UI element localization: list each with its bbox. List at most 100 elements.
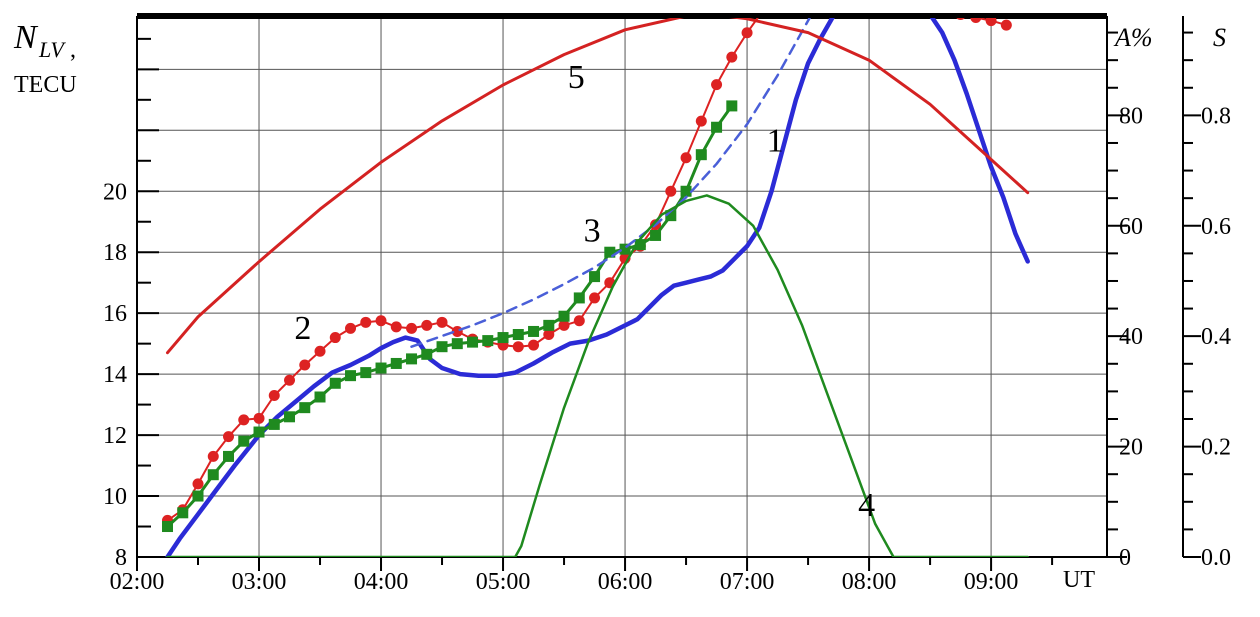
series-point-circle	[543, 329, 555, 341]
series-point-circle	[421, 319, 433, 331]
series-point-square	[619, 243, 631, 255]
tick-label-right-a: 40	[1119, 324, 1143, 350]
tick-label-x: 06:00	[598, 569, 653, 595]
series-line-dashed-3	[410, 18, 812, 348]
series-point-circle	[711, 79, 723, 91]
tick-label-right-a: 20	[1119, 435, 1143, 461]
y-axis-label-unit: TECU	[14, 72, 77, 98]
curve-annotation: 4	[858, 487, 875, 524]
series-point-square	[573, 292, 585, 304]
tick-label-right-s: 0.0	[1201, 545, 1231, 571]
tick-label-right-a: 0	[1119, 545, 1131, 571]
series-point-square	[406, 353, 418, 365]
series-line-2	[166, 18, 1008, 522]
series-point-circle	[512, 341, 524, 353]
series-point-circle	[375, 315, 387, 327]
series-point-circle	[680, 152, 692, 164]
tick-label-left: 14	[103, 362, 127, 388]
series-point-circle	[299, 359, 311, 371]
series-point-circle	[985, 18, 997, 27]
series-point-square	[604, 246, 616, 258]
series-point-square	[589, 271, 601, 283]
series-point-square	[512, 329, 524, 341]
series-point-square	[528, 325, 540, 337]
series-point-square	[329, 377, 341, 389]
right-axis-a-label: A%	[1113, 23, 1153, 52]
tick-label-x: 03:00	[232, 569, 287, 595]
tick-label-x: 05:00	[476, 569, 531, 595]
series-point-square	[207, 469, 219, 481]
series-point-square	[497, 332, 509, 344]
series-point-circle	[925, 0, 936, 11]
plot-frame	[136, 13, 1184, 558]
series-point-square	[680, 185, 692, 197]
curve-annotation: 1	[767, 123, 784, 160]
tick-label-right-s: 0.4	[1201, 324, 1231, 350]
series-point-circle	[970, 18, 982, 24]
series-point-circle	[329, 332, 341, 344]
series-point-circle	[314, 345, 326, 357]
tick-label-right-s: 0.8	[1201, 103, 1231, 129]
x-axis-label: UT	[1063, 567, 1095, 593]
series-point-circle	[741, 27, 753, 39]
series-line-5	[166, 18, 1030, 355]
series-point-square	[634, 239, 646, 251]
series-point-square	[650, 229, 662, 241]
series-point-square	[421, 348, 433, 360]
series-point-square	[726, 100, 738, 112]
series-point-circle	[589, 292, 601, 304]
series-point-circle	[268, 389, 280, 401]
series-point-square	[482, 335, 494, 347]
series-point-circle	[726, 51, 738, 63]
tick-marks	[136, 31, 1201, 571]
series-point-circle	[665, 185, 677, 197]
series-point-circle	[360, 316, 372, 328]
series-point-circle	[909, 0, 920, 5]
series-point-square	[665, 210, 677, 222]
series-point-circle	[772, 0, 783, 5]
series-point-circle	[436, 316, 448, 328]
y-axis-label-symbol: N	[13, 19, 39, 56]
tick-label-left: 18	[103, 240, 127, 266]
series-point-square	[284, 411, 296, 423]
series-point-circle	[207, 450, 219, 462]
series-point-square	[192, 490, 204, 502]
tick-label-left: 8	[115, 545, 127, 571]
y-axis-label-suffix: ,	[70, 37, 76, 63]
series-point-circle	[345, 322, 357, 334]
series-point-square	[238, 435, 250, 447]
tick-label-right-s: 0.6	[1201, 214, 1231, 240]
series-point-circle	[573, 315, 585, 327]
y-axis-label-subscript: LV	[38, 37, 66, 62]
curve-annotation: 5	[568, 59, 585, 96]
series-point-square	[162, 521, 174, 533]
tick-label-x: 09:00	[964, 569, 1019, 595]
tick-label-x: 08:00	[842, 569, 897, 595]
curve-annotation: 3	[584, 213, 601, 250]
tick-label-right-a: 80	[1119, 103, 1143, 129]
series-point-square	[467, 336, 479, 348]
grid-lines	[137, 16, 1107, 557]
series-point-circle	[956, 18, 965, 20]
series-point-circle	[695, 115, 707, 127]
series-line-4	[166, 194, 1029, 557]
series-point-square	[177, 507, 189, 519]
series-point-circle	[223, 431, 235, 443]
series-point-circle	[284, 374, 296, 386]
tick-label-left: 16	[103, 301, 127, 327]
series-group	[162, 0, 1030, 557]
series-point-square	[375, 362, 387, 374]
series-point-circle	[528, 339, 540, 351]
series-point-circle	[406, 322, 418, 334]
curve-annotations: 1 2 3 4 5	[294, 59, 875, 524]
series-point-square	[543, 319, 555, 331]
tick-label-x: 07:00	[720, 569, 775, 595]
series-point-circle	[1000, 19, 1012, 31]
series-point-circle	[558, 319, 570, 331]
tick-label-left: 12	[103, 423, 127, 449]
series-point-square	[268, 418, 280, 430]
series-point-square	[253, 426, 265, 438]
tick-label-x: 04:00	[354, 569, 409, 595]
